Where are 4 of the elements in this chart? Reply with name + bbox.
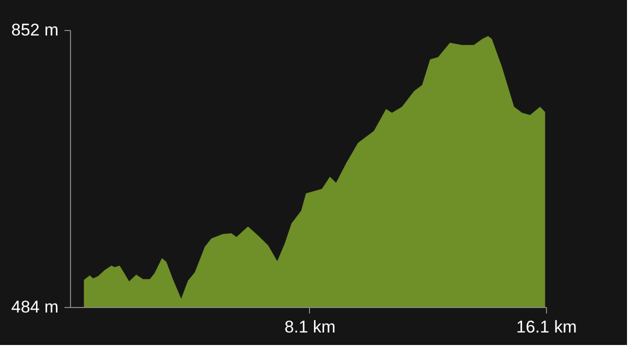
y-tick-label: 852 m <box>11 20 58 40</box>
y-tick-label: 484 m <box>11 298 58 316</box>
x-tick-label: 16.1 km <box>516 318 577 336</box>
x-tick-label: 8.1 km <box>284 318 336 336</box>
